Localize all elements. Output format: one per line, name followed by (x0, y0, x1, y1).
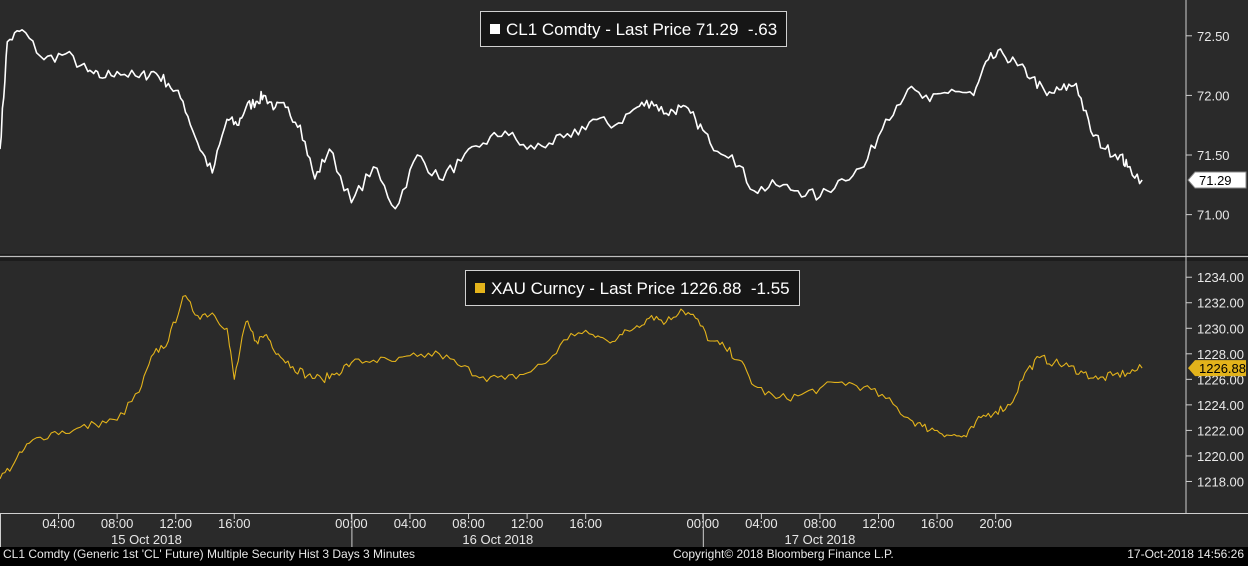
series-line (0, 295, 1143, 480)
x-tick-label: 16:00 (569, 516, 602, 531)
series-line (0, 29, 1143, 210)
x-tick-label: 04:00 (394, 516, 427, 531)
x-tick-label: 08:00 (452, 516, 485, 531)
x-tick-label: 08:00 (101, 516, 134, 531)
xau-legend-swatch (475, 282, 485, 293)
y-tick-label: 1224.00 (1197, 398, 1244, 413)
y-tick-label: 1218.00 (1197, 474, 1244, 489)
x-tick-label: 12:00 (511, 516, 544, 531)
x-tick-label: 00:00 (335, 516, 368, 531)
y-tick-label: 1230.00 (1197, 321, 1244, 336)
y-tick-label: 1228.00 (1197, 347, 1244, 362)
xau-legend-change: -1.55 (750, 279, 790, 298)
x-tick-label: 00:00 (687, 516, 720, 531)
y-tick-label: 1222.00 (1197, 423, 1244, 438)
y-tick-label: 1232.00 (1197, 296, 1244, 311)
x-tick-label: 08:00 (804, 516, 837, 531)
last-value-tag (1188, 360, 1246, 377)
footer-center: Copyright© 2018 Bloomberg Finance L.P. (673, 547, 894, 561)
cl1-legend-swatch (490, 23, 500, 34)
xau-legend-last: 1226.88 (679, 279, 742, 298)
cl1-legend[interactable]: CL1 Comdty - Last Price 71.29 -.63 (480, 11, 788, 47)
xau-legend[interactable]: XAU Curncy - Last Price 1226.88 -1.55 (465, 270, 800, 306)
last-value-tag-label: 1226.88 (1199, 361, 1246, 376)
x-tick-label: 16:00 (921, 516, 954, 531)
y-tick-label: 71.00 (1197, 208, 1230, 223)
cl1-legend-last: 71.29 (695, 20, 739, 39)
y-tick-label: 72.00 (1197, 88, 1230, 103)
y-tick-label: 72.50 (1197, 29, 1230, 44)
xau-legend-name: XAU Curncy - Last Price (491, 279, 676, 298)
x-tick-label: 12:00 (862, 516, 895, 531)
y-tick-label: 71.50 (1197, 148, 1230, 163)
x-date-label: 16 Oct 2018 (462, 532, 533, 547)
x-tick-label: 16:00 (218, 516, 251, 531)
x-date-label: 15 Oct 2018 (111, 532, 182, 547)
last-value-tag-label: 71.29 (1199, 173, 1232, 188)
x-tick-label: 04:00 (42, 516, 75, 531)
y-tick-label: 1220.00 (1197, 449, 1244, 464)
footer-left: CL1 Comdty (Generic 1st 'CL' Future) Mul… (3, 547, 416, 561)
last-value-tag (1187, 171, 1247, 189)
x-tick-label: 04:00 (745, 516, 778, 531)
x-tick-label: 12:00 (159, 516, 192, 531)
y-tick-label: 1234.00 (1197, 270, 1244, 285)
cl1-legend-change: -.63 (747, 20, 778, 39)
cl1-legend-name: CL1 Comdty - Last Price (506, 20, 692, 39)
panel-divider (0, 254, 1248, 261)
footer-right: 17-Oct-2018 14:56:26 (1127, 547, 1244, 561)
x-tick-label: 20:00 (979, 516, 1012, 531)
x-date-label: 17 Oct 2018 (785, 532, 856, 547)
x-axis-background (0, 513, 1248, 547)
